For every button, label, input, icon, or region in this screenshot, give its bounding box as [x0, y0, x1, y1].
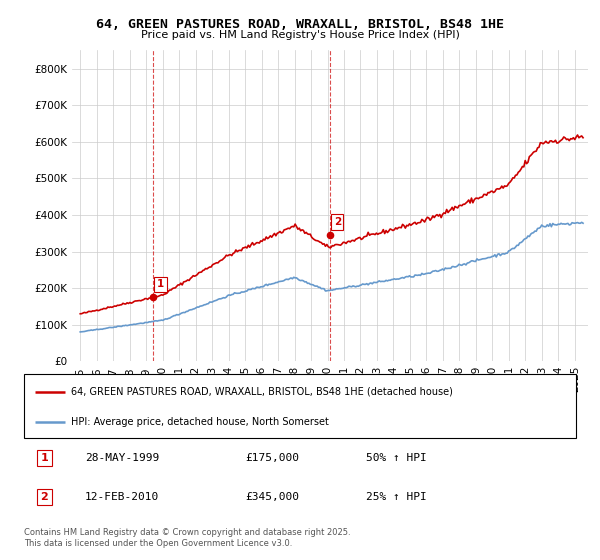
Text: 12-FEB-2010: 12-FEB-2010 [85, 492, 159, 502]
Text: 2: 2 [334, 217, 341, 227]
FancyBboxPatch shape [24, 374, 576, 438]
Text: HPI: Average price, detached house, North Somerset: HPI: Average price, detached house, Nort… [71, 417, 329, 427]
Text: 64, GREEN PASTURES ROAD, WRAXALL, BRISTOL, BS48 1HE (detached house): 64, GREEN PASTURES ROAD, WRAXALL, BRISTO… [71, 386, 453, 396]
Text: Contains HM Land Registry data © Crown copyright and database right 2025.
This d: Contains HM Land Registry data © Crown c… [24, 528, 350, 548]
Text: Price paid vs. HM Land Registry's House Price Index (HPI): Price paid vs. HM Land Registry's House … [140, 30, 460, 40]
Text: £175,000: £175,000 [245, 453, 299, 463]
Text: 28-MAY-1999: 28-MAY-1999 [85, 453, 159, 463]
Text: 1: 1 [41, 453, 49, 463]
Text: 50% ↑ HPI: 50% ↑ HPI [366, 453, 427, 463]
Text: 1: 1 [157, 279, 164, 289]
Text: £345,000: £345,000 [245, 492, 299, 502]
Text: 64, GREEN PASTURES ROAD, WRAXALL, BRISTOL, BS48 1HE: 64, GREEN PASTURES ROAD, WRAXALL, BRISTO… [96, 18, 504, 31]
Point [325, 231, 334, 240]
Text: 2: 2 [41, 492, 49, 502]
Text: 25% ↑ HPI: 25% ↑ HPI [366, 492, 427, 502]
Point [148, 293, 158, 302]
